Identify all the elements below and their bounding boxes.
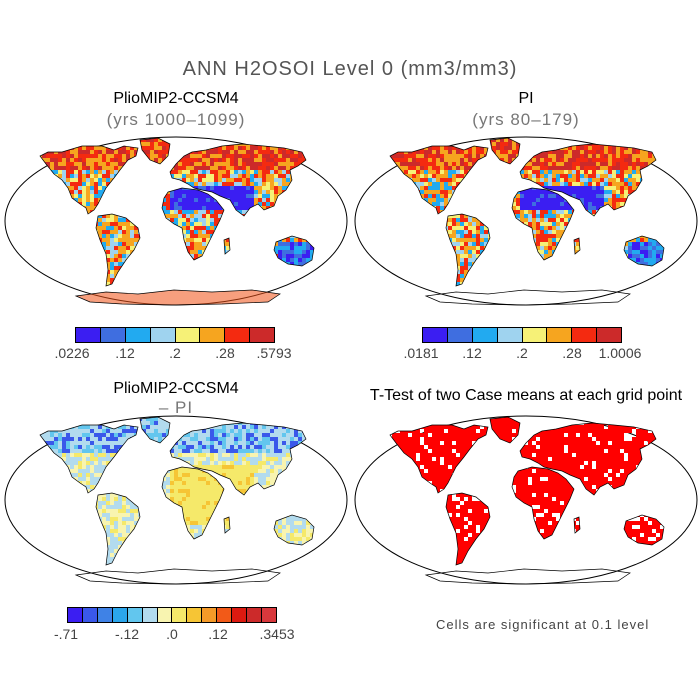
coastline-antarctica <box>74 568 281 585</box>
coastline-namerica <box>39 145 139 215</box>
panel-title-4: T-Test of two Case means at each grid po… <box>369 387 683 404</box>
coastline-madagascar <box>223 516 231 534</box>
colorbar-swatch <box>125 328 151 342</box>
coastline-australia <box>273 514 315 546</box>
colorbar-swatch <box>232 608 248 622</box>
colorbar-1 <box>75 327 275 343</box>
coastline-africa <box>511 466 575 540</box>
colorbar-swatch <box>250 328 274 342</box>
coastline-australia <box>273 235 315 267</box>
map-difference <box>4 415 348 585</box>
coastline-samerica <box>95 213 141 287</box>
colorbar-3 <box>67 607 277 623</box>
colorbar-3-tick: -.71 <box>53 626 79 642</box>
colorbar-swatch <box>142 608 158 622</box>
coastline-namerica <box>389 145 489 215</box>
colorbar-2 <box>422 327 622 343</box>
panel-subtitle-1: (yrs 1000–1099) <box>106 110 246 129</box>
significance-note: Cells are significant at 0.1 level <box>436 617 650 632</box>
colorbar-swatch <box>150 328 176 342</box>
colorbar-swatch <box>157 608 173 622</box>
colorbar-2-tick: .0181 <box>403 345 439 361</box>
colorbar-swatch <box>497 328 523 342</box>
colorbar-swatch <box>127 608 143 622</box>
colorbar-swatch <box>472 328 498 342</box>
coastline-antarctica <box>74 289 281 306</box>
coastline-madagascar <box>573 516 581 534</box>
coastline-greenland <box>139 416 171 444</box>
colorbar-swatch <box>423 328 448 342</box>
colorbar-swatch <box>97 608 113 622</box>
colorbar-2-tick: 1.0006 <box>598 345 642 361</box>
colorbar-swatch <box>247 608 262 622</box>
map-pliomip2 <box>4 136 348 306</box>
colorbar-1-tick: .0226 <box>54 345 90 361</box>
coastline-australia <box>623 514 665 546</box>
coastline-samerica <box>445 492 491 566</box>
map-ttest <box>354 415 698 585</box>
coastline-africa <box>161 466 225 540</box>
coastline-samerica <box>95 492 141 566</box>
coastline-namerica <box>39 424 139 494</box>
colorbar-2-tick: .2 <box>516 345 528 361</box>
panel-title-2: PI <box>518 90 534 107</box>
colorbar-2-tick: .28 <box>562 345 582 361</box>
map-pi <box>354 136 698 306</box>
coastline-australia <box>623 235 665 267</box>
coastline-madagascar <box>573 237 581 255</box>
coastline-eurasia <box>169 143 307 217</box>
colorbar-swatch <box>76 328 101 342</box>
coastline-eurasia <box>519 143 657 217</box>
colorbar-swatch <box>217 608 233 622</box>
colorbar-3-tick: -.12 <box>114 626 140 642</box>
coastline-namerica <box>389 424 489 494</box>
colorbar-swatch <box>447 328 473 342</box>
colorbar-1-tick: .12 <box>115 345 135 361</box>
colorbar-3-tick: .12 <box>208 626 228 642</box>
colorbar-swatch <box>82 608 98 622</box>
colorbar-swatch <box>112 608 128 622</box>
coastline-eurasia <box>519 422 657 496</box>
colorbar-swatch <box>261 608 276 622</box>
colorbar-swatch <box>572 328 598 342</box>
coastline-madagascar <box>223 237 231 255</box>
coastline-greenland <box>139 137 171 165</box>
panel-subtitle-2: (yrs 80–179) <box>472 110 580 129</box>
panel-title-3: PlioMIP2-CCSM4 <box>113 380 239 397</box>
panel-subtitle-3: – PI <box>158 398 194 417</box>
panel-title-1: PlioMIP2-CCSM4 <box>113 90 239 107</box>
colorbar-swatch <box>202 608 218 622</box>
coastline-eurasia <box>169 422 307 496</box>
coastline-greenland <box>489 137 521 165</box>
colorbar-3-tick: .3453 <box>259 626 295 642</box>
main-title: ANN H2OSOI Level 0 (mm3/mm3) <box>182 58 518 80</box>
colorbar-swatch <box>200 328 226 342</box>
colorbar-1-tick: .5793 <box>256 345 292 361</box>
colorbar-swatch <box>187 608 203 622</box>
colorbar-swatch <box>522 328 548 342</box>
colorbar-swatch <box>172 608 188 622</box>
colorbar-swatch <box>597 328 621 342</box>
colorbar-swatch <box>175 328 201 342</box>
colorbar-1-tick: .28 <box>215 345 235 361</box>
coastline-greenland <box>489 416 521 444</box>
coastline-samerica <box>445 213 491 287</box>
coastline-africa <box>161 187 225 261</box>
colorbar-swatch <box>547 328 573 342</box>
colorbar-swatch <box>225 328 251 342</box>
colorbar-swatch <box>100 328 126 342</box>
colorbar-2-tick: .12 <box>462 345 482 361</box>
colorbar-3-tick: .0 <box>166 626 178 642</box>
colorbar-1-tick: .2 <box>169 345 181 361</box>
colorbar-swatch <box>68 608 83 622</box>
coastline-africa <box>511 187 575 261</box>
coastline-antarctica <box>424 568 631 585</box>
coastline-antarctica <box>424 289 631 306</box>
